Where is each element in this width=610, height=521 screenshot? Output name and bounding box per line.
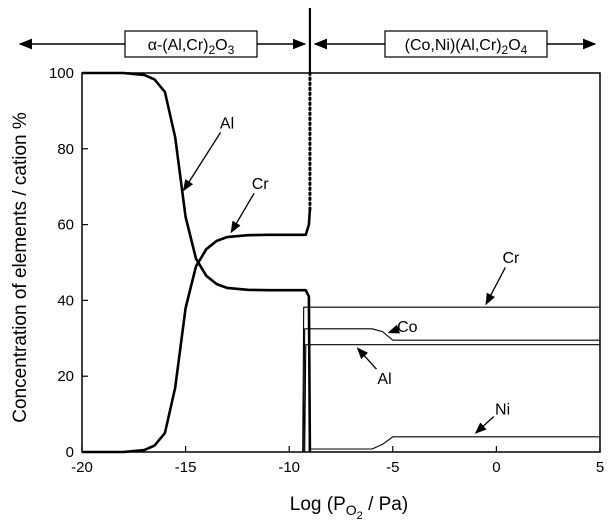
x-tick-label: -5 [386,459,399,476]
x-axis-title-sub: O [346,502,357,518]
series-line-cr [82,209,312,454]
x-axis-title-main: Log (P [290,494,346,515]
annotation-arrow [182,132,222,192]
data-series [82,71,600,454]
annotation-label: Co [397,319,418,336]
phase-label-part: 2 [208,43,215,57]
series-line-co [303,328,600,453]
x-tick-label: -20 [71,459,93,476]
annotation-label: Cr [502,250,520,267]
y-tick-label: 80 [57,141,74,158]
y-tick-label: 40 [57,292,74,309]
phase-label: α-(Al,Cr)2O3 [148,37,235,57]
phase-label-part: 3 [228,43,235,57]
x-axis-title-subsub: 2 [357,510,363,521]
phase-label-box [124,30,258,58]
annotation-label: Al [220,115,234,132]
phase-label-part: O [215,37,227,54]
annotation-label: Cr [252,176,270,193]
x-tick-label: 0 [492,459,500,476]
x-tick-label: -10 [278,459,300,476]
phase-label-part: 4 [521,43,528,57]
y-tick-label: 60 [57,217,74,234]
phase-regions: α-(Al,Cr)2O3 (Co,Ni)(Al,Cr)2O4 [18,8,597,211]
annotation-arrow [387,324,401,334]
annotation-arrow [356,347,377,370]
series-line-cr [302,306,600,453]
annotation-arrow [230,192,255,234]
axes: -20 -15 -10 -5 0 5 0 20 40 60 80 100 Log (PO2 / Pa) C… [10,65,604,521]
x-tick-label: 5 [596,459,604,476]
x-axis-title-end: / Pa) [363,494,408,515]
annotation-arrow [474,416,495,434]
series-line-al [304,344,600,453]
y-tick-label: 20 [57,368,74,385]
series-line-al [82,71,312,453]
annotation-label: Al [377,371,391,388]
x-axis-title: Log (PO2 / Pa) [290,494,408,521]
y-tick-label: 100 [49,65,74,82]
y-tick-label: 0 [66,444,74,461]
annotation-label: Ni [495,401,510,418]
annotations: Al Cr Cr Co Al Ni [182,115,520,434]
x-tick-label: -15 [175,459,197,476]
annotation-arrow [485,267,506,306]
phase-label-part: (Co,Ni)(Al,Cr) [405,37,502,54]
phase-label: (Co,Ni)(Al,Cr)2O4 [405,37,528,57]
series-line-ni [309,436,600,450]
phase-label-part: 2 [502,43,509,57]
phase-label-box [384,30,548,58]
phase-label-part: α-(Al,Cr) [148,37,209,54]
y-axis-title: Concentration of elements / cation % [10,112,31,423]
phase-label-part: O [508,37,520,54]
plot-frame [81,72,601,453]
